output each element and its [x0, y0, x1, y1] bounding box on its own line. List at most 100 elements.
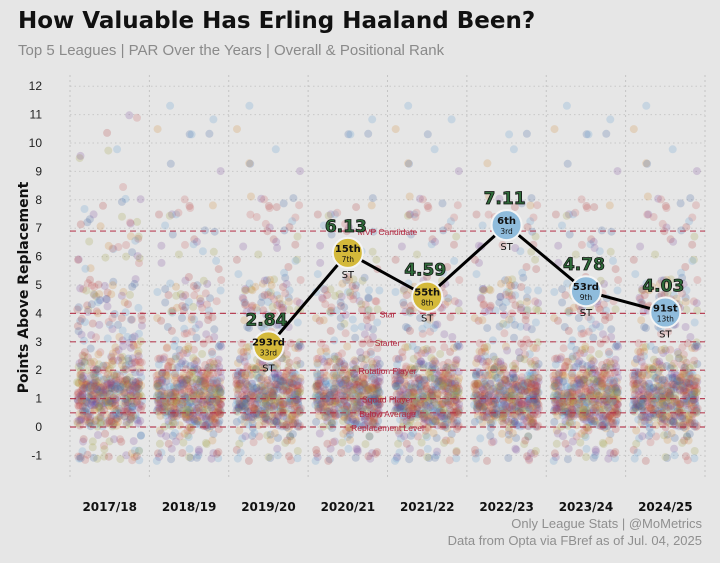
player-point — [185, 387, 194, 396]
chart-subtitle: Top 5 Leagues | PAR Over the Years | Ove… — [18, 42, 445, 59]
player-point — [108, 398, 117, 407]
player-point — [84, 382, 93, 391]
player-point — [128, 381, 137, 390]
player-point — [193, 375, 202, 384]
player-point — [134, 356, 143, 365]
player-point — [161, 399, 170, 408]
player-point — [246, 159, 255, 168]
player-point — [214, 384, 223, 393]
player-point — [285, 365, 294, 374]
player-point — [203, 398, 212, 407]
player-point — [169, 397, 178, 406]
player-point — [281, 438, 290, 447]
player-point — [187, 369, 196, 378]
player-point — [531, 356, 540, 365]
player-point — [155, 404, 164, 413]
player-point — [357, 354, 366, 363]
player-point — [368, 115, 377, 124]
player-point — [632, 426, 641, 435]
player-point — [349, 295, 358, 304]
player-point — [200, 379, 209, 388]
player-point — [577, 195, 586, 204]
player-point — [170, 376, 179, 385]
player-point — [313, 393, 322, 402]
player-point — [111, 385, 119, 393]
player-point — [76, 401, 84, 410]
player-point — [177, 376, 186, 385]
player-point — [87, 300, 96, 309]
player-point — [587, 400, 596, 409]
player-point — [171, 399, 180, 408]
player-point — [107, 381, 116, 390]
player-point — [238, 399, 247, 408]
player-point — [365, 286, 373, 295]
player-point — [216, 407, 225, 416]
player-point — [488, 336, 497, 345]
player-point — [293, 395, 302, 404]
player-point — [236, 448, 245, 457]
player-point — [154, 379, 162, 388]
player-point — [391, 288, 400, 296]
player-point — [213, 359, 222, 368]
player-point — [244, 342, 253, 351]
player-point — [80, 380, 89, 389]
player-point — [76, 220, 85, 229]
player-point — [354, 391, 363, 400]
player-point — [102, 295, 111, 303]
player-point — [134, 380, 143, 389]
player-point — [550, 125, 559, 134]
player-point — [284, 293, 293, 302]
player-point — [269, 419, 277, 428]
player-point — [127, 399, 136, 407]
player-point — [296, 407, 305, 416]
player-point — [160, 390, 169, 398]
player-point — [154, 398, 163, 407]
player-point — [550, 288, 559, 296]
player-point — [248, 379, 257, 388]
player-point — [205, 365, 214, 374]
player-point — [89, 364, 98, 373]
player-point — [214, 265, 223, 274]
player-point — [693, 276, 702, 284]
player-point — [115, 385, 124, 394]
player-point — [285, 387, 294, 396]
player-point — [94, 298, 102, 307]
player-point — [111, 414, 120, 423]
player-point — [187, 426, 196, 435]
player-point — [105, 416, 114, 425]
player-point — [284, 417, 293, 426]
player-point — [107, 380, 116, 389]
player-point — [282, 386, 291, 395]
player-point — [87, 401, 96, 410]
player-point — [95, 390, 104, 399]
player-point — [192, 398, 200, 407]
player-point — [82, 286, 91, 295]
player-point — [171, 354, 180, 363]
player-point — [428, 360, 437, 369]
player-point — [279, 199, 288, 208]
player-point — [213, 408, 222, 417]
player-point — [154, 404, 163, 413]
player-point — [83, 353, 92, 362]
player-point — [269, 386, 278, 395]
player-point — [216, 406, 225, 415]
player-point — [189, 412, 197, 421]
player-point — [103, 418, 112, 427]
player-point — [239, 295, 248, 303]
player-point — [255, 394, 264, 403]
player-point — [122, 375, 131, 384]
player-point — [252, 363, 261, 372]
player-point — [183, 391, 192, 400]
player-point — [257, 387, 266, 396]
player-point — [113, 378, 122, 387]
player-point — [208, 415, 217, 424]
player-point — [101, 389, 110, 398]
player-point — [164, 439, 173, 448]
player-point — [206, 397, 214, 406]
player-point — [188, 367, 197, 376]
player-point — [247, 391, 256, 400]
player-point — [286, 395, 295, 404]
player-point — [125, 383, 133, 392]
player-point — [94, 403, 103, 412]
player-point — [184, 344, 193, 353]
